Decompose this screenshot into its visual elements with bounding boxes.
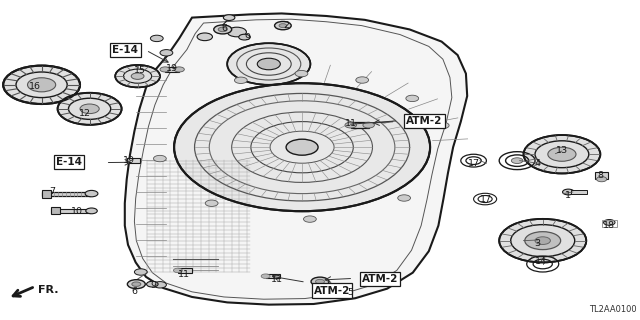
Circle shape [160,50,173,56]
Circle shape [174,83,430,211]
Circle shape [173,268,182,273]
Circle shape [205,200,218,206]
Text: ATM-2: ATM-2 [362,274,398,284]
Circle shape [174,67,184,72]
Bar [351,122,369,128]
Text: TL2AA0100: TL2AA0100 [589,305,637,314]
Text: E-14: E-14 [56,157,82,167]
Bar [571,190,587,194]
Circle shape [363,122,374,128]
Text: 18: 18 [604,221,615,230]
Circle shape [154,282,166,288]
Circle shape [563,189,574,195]
Text: 14: 14 [535,257,547,266]
Text: ATM-2: ATM-2 [406,116,443,126]
Text: 17: 17 [481,196,492,204]
Circle shape [147,281,158,287]
Text: 19: 19 [124,156,135,165]
Bar [42,192,90,196]
Circle shape [132,282,141,286]
Circle shape [257,58,280,70]
Circle shape [239,34,250,40]
Circle shape [524,135,600,173]
Circle shape [311,277,329,286]
Text: 15: 15 [134,66,145,75]
Circle shape [525,232,561,250]
Circle shape [535,237,550,244]
Circle shape [218,27,227,32]
Text: ATM-2: ATM-2 [314,285,350,296]
Circle shape [154,155,166,162]
Bar [595,172,608,179]
Circle shape [286,139,318,155]
Polygon shape [125,13,467,305]
Circle shape [131,73,144,79]
Circle shape [356,77,369,83]
Circle shape [160,67,170,72]
Circle shape [295,70,308,77]
Text: 2: 2 [284,21,290,30]
Circle shape [227,43,310,85]
Text: 1: 1 [565,191,572,200]
Bar [165,67,179,72]
Text: 16: 16 [29,82,41,91]
Bar [602,220,617,227]
Circle shape [214,25,232,34]
Circle shape [127,280,145,289]
Circle shape [596,177,607,182]
Circle shape [303,216,316,222]
Circle shape [115,65,160,87]
Circle shape [197,33,212,41]
Circle shape [548,147,576,161]
Circle shape [604,220,615,225]
Circle shape [511,158,523,164]
Circle shape [85,190,98,197]
Text: 10: 10 [71,207,83,216]
Circle shape [316,279,324,284]
Text: E-14: E-14 [113,44,138,55]
Text: 13: 13 [556,146,568,155]
Circle shape [279,24,287,28]
Text: 12: 12 [79,109,90,118]
Text: 7: 7 [49,188,56,196]
Circle shape [28,78,56,92]
Bar [178,268,192,273]
Polygon shape [51,207,60,214]
Text: 8: 8 [597,172,604,180]
Text: 9: 9 [244,33,251,42]
Text: 19: 19 [166,64,177,73]
Bar [51,209,90,213]
Text: 11: 11 [179,270,190,279]
Circle shape [86,208,97,214]
Text: 4: 4 [534,159,541,168]
Text: 9: 9 [150,281,157,290]
Circle shape [345,122,356,128]
Polygon shape [42,190,51,198]
Circle shape [397,195,410,201]
Circle shape [150,35,163,42]
Circle shape [499,219,586,262]
Circle shape [134,269,147,275]
Text: 6: 6 [131,287,138,296]
Circle shape [227,27,246,37]
Circle shape [3,66,80,104]
Text: 6: 6 [221,24,227,33]
Bar [266,274,280,278]
Bar [127,158,140,163]
Circle shape [436,122,449,129]
Text: FR.: FR. [38,284,59,295]
Circle shape [275,21,291,30]
Text: 3: 3 [534,239,541,248]
Text: 11: 11 [345,119,356,128]
Circle shape [58,93,122,125]
Circle shape [80,104,99,114]
Circle shape [223,15,235,20]
Text: 17: 17 [468,159,479,168]
Circle shape [261,274,270,278]
Text: 5: 5 [348,288,354,297]
Circle shape [406,95,419,101]
Circle shape [234,77,247,84]
Text: 11: 11 [271,275,282,284]
